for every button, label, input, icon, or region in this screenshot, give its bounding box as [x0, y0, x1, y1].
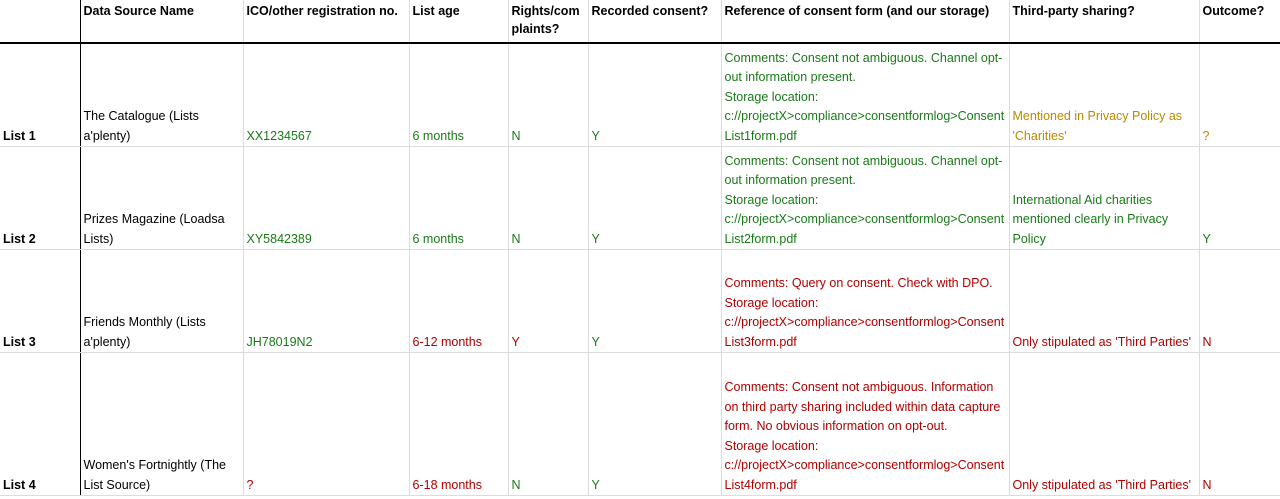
- reference-cell[interactable]: Comments: Query on consent. Check with D…: [721, 249, 1010, 353]
- outcome-cell[interactable]: Y: [1199, 146, 1280, 250]
- reference-text: Comments: Consent not ambiguous. Channel…: [724, 50, 1005, 143]
- consent-cell[interactable]: Y: [588, 249, 722, 353]
- sharing-cell[interactable]: International Aid charities mentioned cl…: [1009, 146, 1200, 250]
- table-row: List 4 Women's Fortnightly (The List Sou…: [0, 352, 1280, 496]
- header-row: Data Source Name ICO/other registration …: [0, 0, 1280, 44]
- reference-text: Comments: Consent not ambiguous. Channel…: [724, 153, 1005, 246]
- consent-cell[interactable]: Y: [588, 43, 722, 147]
- sharing-cell[interactable]: Only stipulated as 'Third Parties': [1009, 249, 1200, 353]
- rights-cell[interactable]: Y: [508, 249, 589, 353]
- registration-cell[interactable]: JH78019N2: [243, 249, 410, 353]
- sharing-cell[interactable]: Mentioned in Privacy Policy as 'Charitie…: [1009, 43, 1200, 147]
- reference-cell[interactable]: Comments: Consent not ambiguous. Informa…: [721, 352, 1010, 496]
- consent-cell[interactable]: Y: [588, 352, 722, 496]
- source-cell[interactable]: The Catalogue (Lists a'plenty): [80, 43, 244, 147]
- header-cell-source[interactable]: Data Source Name: [80, 0, 244, 44]
- sharing-cell[interactable]: Only stipulated as 'Third Parties': [1009, 352, 1200, 496]
- table-row: List 1 The Catalogue (Lists a'plenty) XX…: [0, 43, 1280, 147]
- registration-cell[interactable]: XY5842389: [243, 146, 410, 250]
- row-label-cell[interactable]: List 4: [0, 352, 81, 496]
- consent-cell[interactable]: Y: [588, 146, 722, 250]
- registration-cell[interactable]: XX1234567: [243, 43, 410, 147]
- age-cell[interactable]: 6 months: [409, 146, 509, 250]
- header-cell-sharing[interactable]: Third-party sharing?: [1009, 0, 1200, 44]
- header-cell-label[interactable]: [0, 0, 81, 44]
- outcome-cell[interactable]: N: [1199, 352, 1280, 496]
- header-cell-registration[interactable]: ICO/other registration no.: [243, 0, 410, 44]
- source-cell[interactable]: Friends Monthly (Lists a'plenty): [80, 249, 244, 353]
- rights-cell[interactable]: N: [508, 43, 589, 147]
- outcome-cell[interactable]: N: [1199, 249, 1280, 353]
- outcome-cell[interactable]: ?: [1199, 43, 1280, 147]
- age-cell[interactable]: 6-12 months: [409, 249, 509, 353]
- row-label-cell[interactable]: List 3: [0, 249, 81, 353]
- rights-cell[interactable]: N: [508, 352, 589, 496]
- registration-cell[interactable]: ?: [243, 352, 410, 496]
- reference-cell[interactable]: Comments: Consent not ambiguous. Channel…: [721, 43, 1010, 147]
- header-cell-age[interactable]: List age: [409, 0, 509, 44]
- header-cell-consent[interactable]: Recorded consent?: [588, 0, 722, 44]
- rights-cell[interactable]: N: [508, 146, 589, 250]
- header-cell-rights[interactable]: Rights/com plaints?: [508, 0, 589, 44]
- reference-text: Comments: Consent not ambiguous. Informa…: [724, 380, 1005, 492]
- header-cell-reference[interactable]: Reference of consent form (and our stora…: [721, 0, 1010, 44]
- table-row: List 3 Friends Monthly (Lists a'plenty) …: [0, 249, 1280, 353]
- reference-cell[interactable]: Comments: Consent not ambiguous. Channel…: [721, 146, 1010, 250]
- header-cell-outcome[interactable]: Outcome?: [1199, 0, 1280, 44]
- age-cell[interactable]: 6-18 months: [409, 352, 509, 496]
- row-label-cell[interactable]: List 1: [0, 43, 81, 147]
- source-cell[interactable]: Women's Fortnightly (The List Source): [80, 352, 244, 496]
- table-row: List 2 Prizes Magazine (Loadsa Lists) XY…: [0, 146, 1280, 250]
- row-label-cell[interactable]: List 2: [0, 146, 81, 250]
- source-cell[interactable]: Prizes Magazine (Loadsa Lists): [80, 146, 244, 250]
- reference-text: Comments: Query on consent. Check with D…: [724, 276, 1005, 349]
- age-cell[interactable]: 6 months: [409, 43, 509, 147]
